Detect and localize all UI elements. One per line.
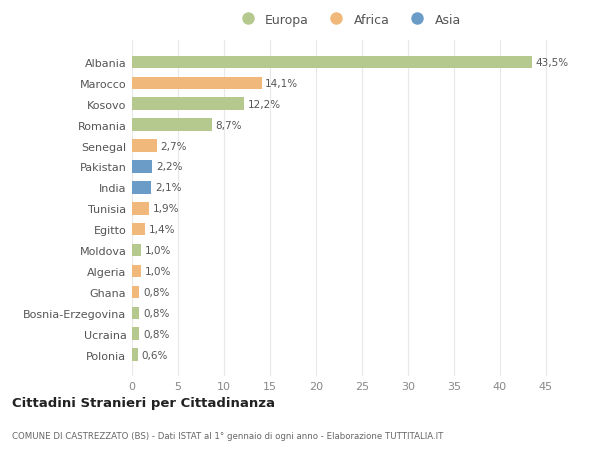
Bar bbox=[132, 161, 152, 174]
Text: COMUNE DI CASTREZZATO (BS) - Dati ISTAT al 1° gennaio di ogni anno - Elaborazion: COMUNE DI CASTREZZATO (BS) - Dati ISTAT … bbox=[12, 431, 443, 440]
Text: 0,6%: 0,6% bbox=[141, 350, 167, 360]
Bar bbox=[132, 140, 157, 152]
Text: 2,7%: 2,7% bbox=[160, 141, 187, 151]
Bar bbox=[132, 265, 141, 278]
Text: 8,7%: 8,7% bbox=[215, 120, 242, 130]
Bar bbox=[132, 286, 139, 298]
Bar bbox=[132, 307, 139, 319]
Text: 0,8%: 0,8% bbox=[143, 287, 169, 297]
Text: 2,1%: 2,1% bbox=[155, 183, 181, 193]
Text: 0,8%: 0,8% bbox=[143, 329, 169, 339]
Text: 14,1%: 14,1% bbox=[265, 78, 298, 89]
Text: 12,2%: 12,2% bbox=[248, 100, 281, 110]
Text: 1,0%: 1,0% bbox=[145, 246, 171, 256]
Text: Cittadini Stranieri per Cittadinanza: Cittadini Stranieri per Cittadinanza bbox=[12, 396, 275, 409]
Bar bbox=[132, 78, 262, 90]
Bar bbox=[132, 98, 244, 111]
Bar bbox=[132, 224, 145, 236]
Bar bbox=[132, 244, 141, 257]
Bar bbox=[132, 328, 139, 340]
Bar bbox=[132, 349, 137, 361]
Text: 2,2%: 2,2% bbox=[156, 162, 182, 172]
Text: 0,8%: 0,8% bbox=[143, 308, 169, 318]
Bar bbox=[132, 202, 149, 215]
Text: 1,9%: 1,9% bbox=[153, 204, 179, 214]
Text: 43,5%: 43,5% bbox=[536, 58, 569, 68]
Text: 1,0%: 1,0% bbox=[145, 266, 171, 276]
Bar bbox=[132, 119, 212, 132]
Legend: Europa, Africa, Asia: Europa, Africa, Asia bbox=[230, 9, 466, 32]
Text: 1,4%: 1,4% bbox=[149, 225, 175, 235]
Bar bbox=[132, 56, 532, 69]
Bar bbox=[132, 182, 151, 194]
